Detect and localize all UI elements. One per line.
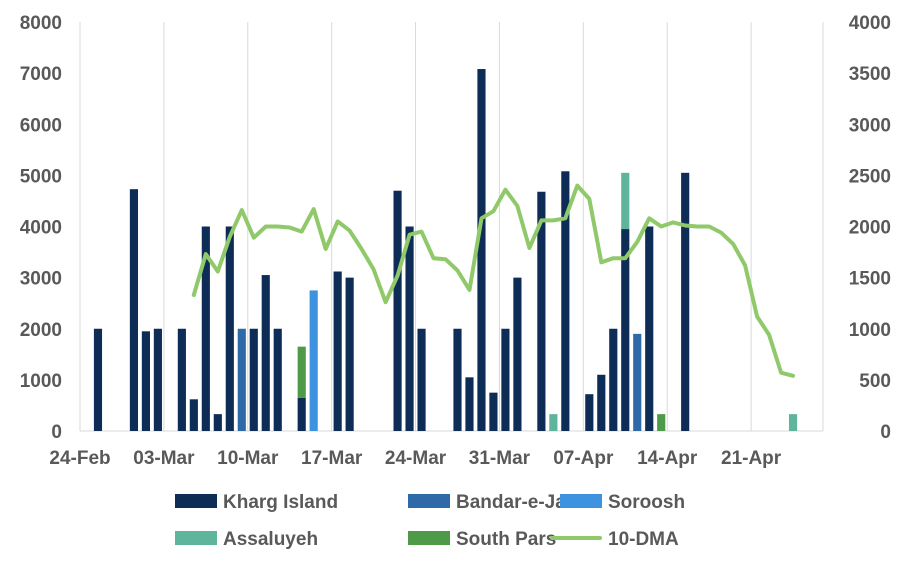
right-tick-label: 1500 — [849, 269, 891, 290]
bar-kharg-island — [561, 171, 570, 431]
bar-bandar-e-jask — [237, 328, 246, 431]
left-tick-label: 3000 — [20, 269, 62, 290]
x-tick-label: 17-Mar — [301, 448, 363, 469]
bar-kharg-island — [225, 226, 234, 431]
x-axis-ticks: 24-Feb 03-Mar 10-Mar 17-Mar 24-Mar 31-Mar 07-A… — [49, 448, 781, 469]
x-tick-label: 24-Feb — [49, 448, 110, 469]
bar-kharg-island — [405, 226, 414, 431]
legend-swatch — [175, 531, 217, 545]
x-tick-label: 03-Mar — [133, 448, 195, 469]
legend-label: Bandar-e-Jask — [456, 492, 587, 513]
right-tick-label: 3500 — [849, 64, 891, 85]
left-tick-label: 1000 — [20, 371, 62, 392]
x-tick-label: 21-Apr — [721, 448, 782, 469]
right-tick-label: 3000 — [849, 115, 891, 136]
bar-kharg-island — [645, 226, 654, 431]
legend-label: South Pars — [456, 529, 556, 550]
line-series-10-dma — [191, 183, 795, 378]
bar-kharg-island — [273, 328, 282, 431]
legend-label: 10-DMA — [608, 529, 679, 550]
bar-kharg-island — [477, 69, 486, 431]
right-tick-label: 2500 — [849, 166, 891, 187]
bar-kharg-island — [261, 275, 270, 431]
bar-bandar-e-jask — [633, 333, 642, 431]
bar-kharg-island — [153, 328, 162, 431]
bar-kharg-island — [465, 377, 474, 431]
bar-kharg-island — [189, 399, 198, 431]
bar-south-pars — [657, 414, 666, 431]
right-tick-label: 1000 — [849, 320, 891, 341]
bar-kharg-island — [213, 414, 222, 431]
line-10-dma — [191, 183, 795, 378]
x-tick-label: 07-Apr — [553, 448, 614, 469]
bar-kharg-island — [537, 191, 546, 431]
bar-kharg-island — [501, 328, 510, 431]
bar-kharg-island — [609, 328, 618, 431]
right-tick-label: 0 — [880, 422, 891, 443]
legend-label: Kharg Island — [223, 492, 338, 513]
legend-label: Soroosh — [608, 492, 685, 513]
bar-assaluyeh — [549, 414, 558, 431]
left-tick-label: 8000 — [20, 13, 62, 34]
bar-kharg-island — [333, 271, 342, 431]
left-tick-label: 7000 — [20, 64, 62, 85]
bar-kharg-island — [393, 190, 402, 431]
bar-kharg-island — [93, 328, 103, 431]
bar-kharg-island — [201, 226, 210, 431]
bar-kharg-island — [345, 277, 354, 431]
left-tick-label: 6000 — [20, 115, 62, 136]
x-tick-label: 10-Mar — [217, 448, 279, 469]
bar-kharg-island — [489, 392, 498, 431]
legend-swatch — [560, 494, 602, 508]
legend-swatch — [408, 531, 450, 545]
bar-kharg-island — [417, 328, 426, 431]
left-tick-label: 0 — [51, 422, 62, 443]
bar-kharg-island — [453, 328, 462, 431]
bar-soroosh — [309, 290, 318, 431]
legend-label: Assaluyeh — [223, 529, 318, 550]
bar-series — [93, 69, 798, 431]
bar-kharg-island — [177, 328, 186, 431]
bar-kharg-island — [249, 328, 258, 431]
bar-kharg-island — [129, 189, 139, 431]
right-tick-label: 2000 — [849, 218, 891, 239]
right-tick-label: 500 — [859, 371, 891, 392]
left-y-axis-ticks: 0 1000 2000 3000 4000 5000 6000 7000 8000 — [20, 13, 62, 443]
bar-assaluyeh — [788, 414, 798, 431]
bar-assaluyeh — [621, 172, 630, 230]
bar-kharg-island — [621, 229, 630, 431]
gridlines — [79, 22, 824, 431]
legend: Kharg Island Bandar-e-Jask Soroosh Assaluye… — [175, 492, 685, 550]
x-tick-label: 31-Mar — [469, 448, 531, 469]
legend-swatch — [175, 494, 217, 508]
left-tick-label: 5000 — [20, 166, 62, 187]
bar-kharg-island — [297, 397, 306, 431]
bar-south-pars — [297, 346, 306, 398]
bar-kharg-island — [597, 374, 606, 431]
right-y-axis-ticks: 0 500 1000 1500 2000 2500 3000 3500 4000 — [849, 13, 891, 443]
x-tick-label: 14-Apr — [637, 448, 698, 469]
bar-kharg-island — [585, 394, 594, 431]
bar-kharg-island — [141, 331, 150, 431]
legend-swatch — [408, 494, 450, 508]
bar-kharg-island — [513, 277, 522, 431]
right-tick-label: 4000 — [849, 13, 891, 34]
x-tick-label: 24-Mar — [385, 448, 447, 469]
left-tick-label: 4000 — [20, 218, 62, 239]
bar-kharg-island — [681, 172, 690, 431]
left-tick-label: 2000 — [20, 320, 62, 341]
